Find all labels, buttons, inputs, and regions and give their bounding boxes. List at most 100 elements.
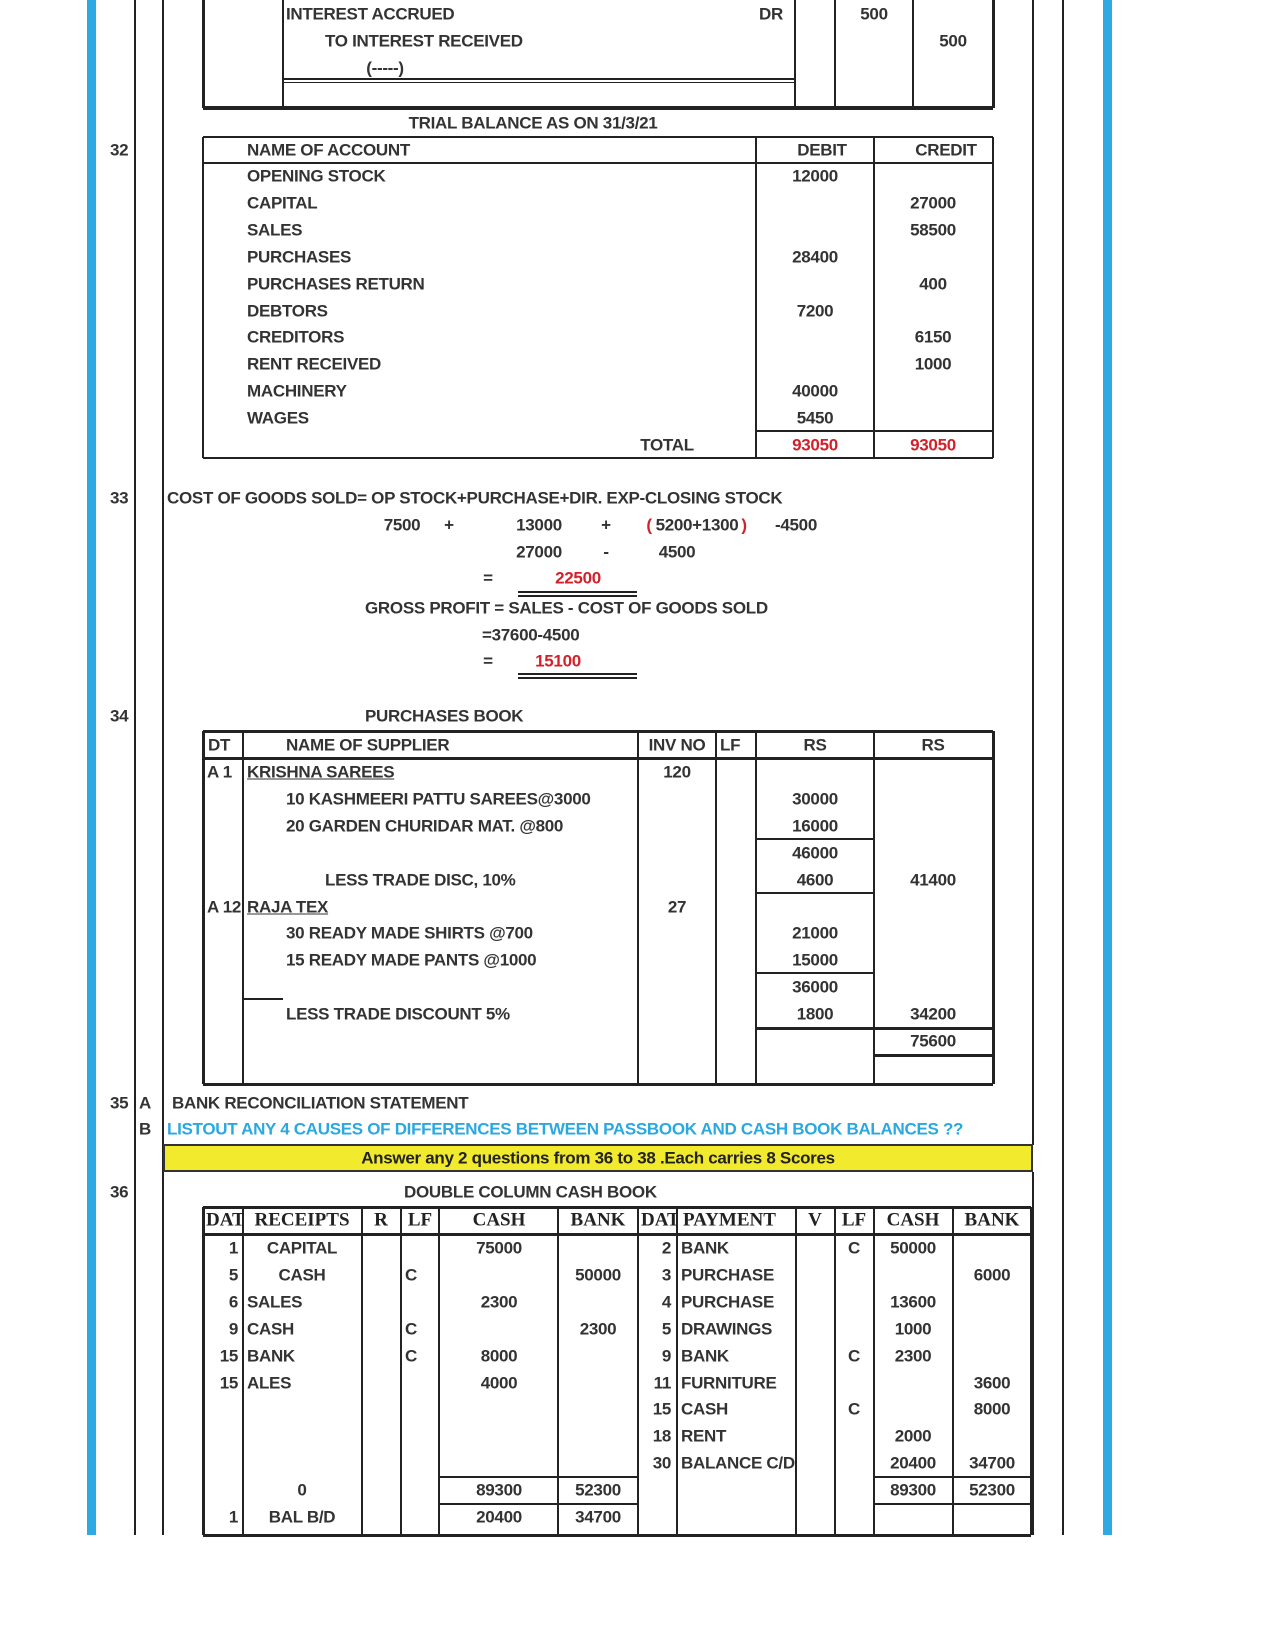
amount: 16000	[792, 816, 838, 836]
rule-line	[991, 731, 995, 1084]
rule-line	[201, 0, 205, 108]
cash-book-cell: 6000	[973, 1265, 1011, 1285]
cash-book-col-header: LF	[841, 1209, 867, 1231]
bank-reconciliation-title: BANK RECONCILIATION STATEMENT	[172, 1093, 469, 1113]
amount: 1800	[796, 1004, 834, 1024]
rule-line	[756, 838, 874, 840]
cogs-term: 4500	[658, 542, 696, 562]
trial-balance-row-name: WAGES	[247, 408, 309, 428]
entry-date: A 12	[207, 897, 242, 916]
cash-book-cell: C	[405, 1319, 417, 1339]
cash-book-col-header: BANK	[964, 1209, 1020, 1231]
rule-line	[557, 1207, 559, 1535]
cash-book-cell: CAPITAL	[266, 1238, 338, 1258]
trial-balance-row-credit: 27000	[910, 193, 956, 213]
cash-book-cell: 1	[228, 1507, 238, 1527]
equals-sign: =	[483, 651, 493, 671]
rule-line	[1032, 0, 1034, 1145]
cogs-term: +	[444, 515, 454, 535]
total-credit: 93050	[910, 435, 956, 455]
purchases-col-header: INV NO	[648, 735, 706, 755]
rule-line	[518, 591, 637, 593]
rule-line	[201, 731, 205, 1084]
gross-profit-calc: =37600-4500	[482, 625, 580, 645]
rule-line	[439, 1502, 638, 1506]
cash-book-col-header: DAT	[206, 1210, 242, 1230]
rule-line	[203, 106, 993, 110]
rule-line	[283, 81, 795, 83]
rule-line	[756, 892, 874, 894]
cash-book-col-header: LF	[407, 1209, 433, 1231]
rule-line	[756, 430, 993, 432]
cash-book-col-header: R	[374, 1209, 388, 1231]
col-header-credit: CREDIT	[915, 140, 977, 160]
debit-amount: 500	[860, 4, 888, 24]
cash-book-cell: 20400	[476, 1507, 522, 1527]
rule-line	[203, 1533, 1031, 1537]
rule-line	[282, 0, 284, 108]
cash-book-cell: BANK	[247, 1346, 295, 1366]
purchases-book-title: PURCHASES BOOK	[365, 706, 524, 726]
trial-balance-title: TRIAL BALANCE AS ON 31/3/21	[408, 113, 658, 133]
cogs-term: (	[646, 515, 652, 535]
trial-balance-row-name: CREDITORS	[247, 327, 345, 347]
amount: 46000	[792, 843, 838, 863]
trial-balance-row-credit: 58500	[910, 220, 956, 240]
rule-line	[1062, 0, 1064, 1535]
rule-line	[361, 1207, 363, 1535]
trial-balance-row-credit: 6150	[914, 327, 952, 347]
cash-book-cell: 9	[661, 1346, 671, 1366]
cash-book-cell: 89300	[476, 1480, 522, 1500]
rule-line	[439, 1475, 638, 1479]
rule-line	[202, 137, 204, 458]
net-amount: 41400	[910, 870, 956, 890]
cogs-term: -4500	[775, 515, 817, 535]
rule-line	[201, 1207, 205, 1535]
rule-line	[874, 1053, 993, 1057]
trial-balance-row-name: PURCHASES	[247, 247, 352, 267]
cash-book-col-header: V	[808, 1209, 822, 1231]
cogs-term: 27000	[516, 542, 562, 562]
cash-book-cell: BANK	[681, 1238, 729, 1258]
trial-balance-row-name: SALES	[247, 220, 303, 240]
rule-line	[992, 137, 994, 458]
amount: 15000	[792, 950, 838, 970]
rule-line	[912, 0, 914, 108]
cash-book-cell: 1	[228, 1238, 238, 1258]
rule-line	[874, 1475, 1031, 1479]
trial-balance-row-name: OPENING STOCK	[247, 166, 386, 186]
purchases-col-header: DT	[208, 735, 231, 755]
item-description: 20 GARDEN CHURIDAR MAT. @800	[286, 816, 564, 836]
rule-line	[715, 731, 717, 1084]
cash-book-cell: 13600	[890, 1292, 936, 1312]
entry-date: A 1	[207, 762, 232, 782]
rule-line	[438, 1207, 440, 1535]
rule-line	[203, 162, 993, 164]
cash-book-cell: PURCHASE	[681, 1265, 775, 1285]
cash-book-cell: 4000	[480, 1373, 518, 1392]
cash-book-cell: PURCHASE	[681, 1292, 775, 1312]
trial-balance-row-name: PURCHASES RETURN	[247, 274, 425, 294]
cash-book-cell: 50000	[890, 1238, 936, 1258]
invoice-number: 27	[667, 897, 687, 916]
question-number: 34	[110, 706, 129, 726]
sub-question-a: A	[139, 1093, 151, 1113]
cogs-term: 5200+1300	[655, 515, 739, 535]
trial-balance-row-name: RENT RECEIVED	[247, 354, 382, 374]
cash-book-col-header: CASH	[886, 1209, 940, 1231]
purchases-col-header: RS	[921, 735, 945, 755]
cash-book-cell: ALES	[247, 1373, 292, 1392]
cash-book-col-header: PAYMENT	[683, 1209, 776, 1231]
cash-book-col-header: BANK	[570, 1209, 626, 1231]
cash-book-cell: C	[405, 1346, 417, 1366]
trial-balance-row-credit: 400	[919, 274, 947, 294]
cash-book-cell: 20400	[890, 1453, 936, 1473]
trial-balance-row-name: CAPITAL	[247, 193, 318, 213]
item-description: LESS TRADE DISC, 10%	[325, 870, 516, 890]
rule-line	[755, 137, 757, 458]
cash-book-cell: 2300	[480, 1292, 518, 1312]
purchases-col-header: RS	[803, 735, 827, 755]
rule-line	[203, 1205, 1031, 1209]
item-description: 15 READY MADE PANTS @1000	[286, 950, 537, 970]
amount: 21000	[792, 923, 838, 943]
